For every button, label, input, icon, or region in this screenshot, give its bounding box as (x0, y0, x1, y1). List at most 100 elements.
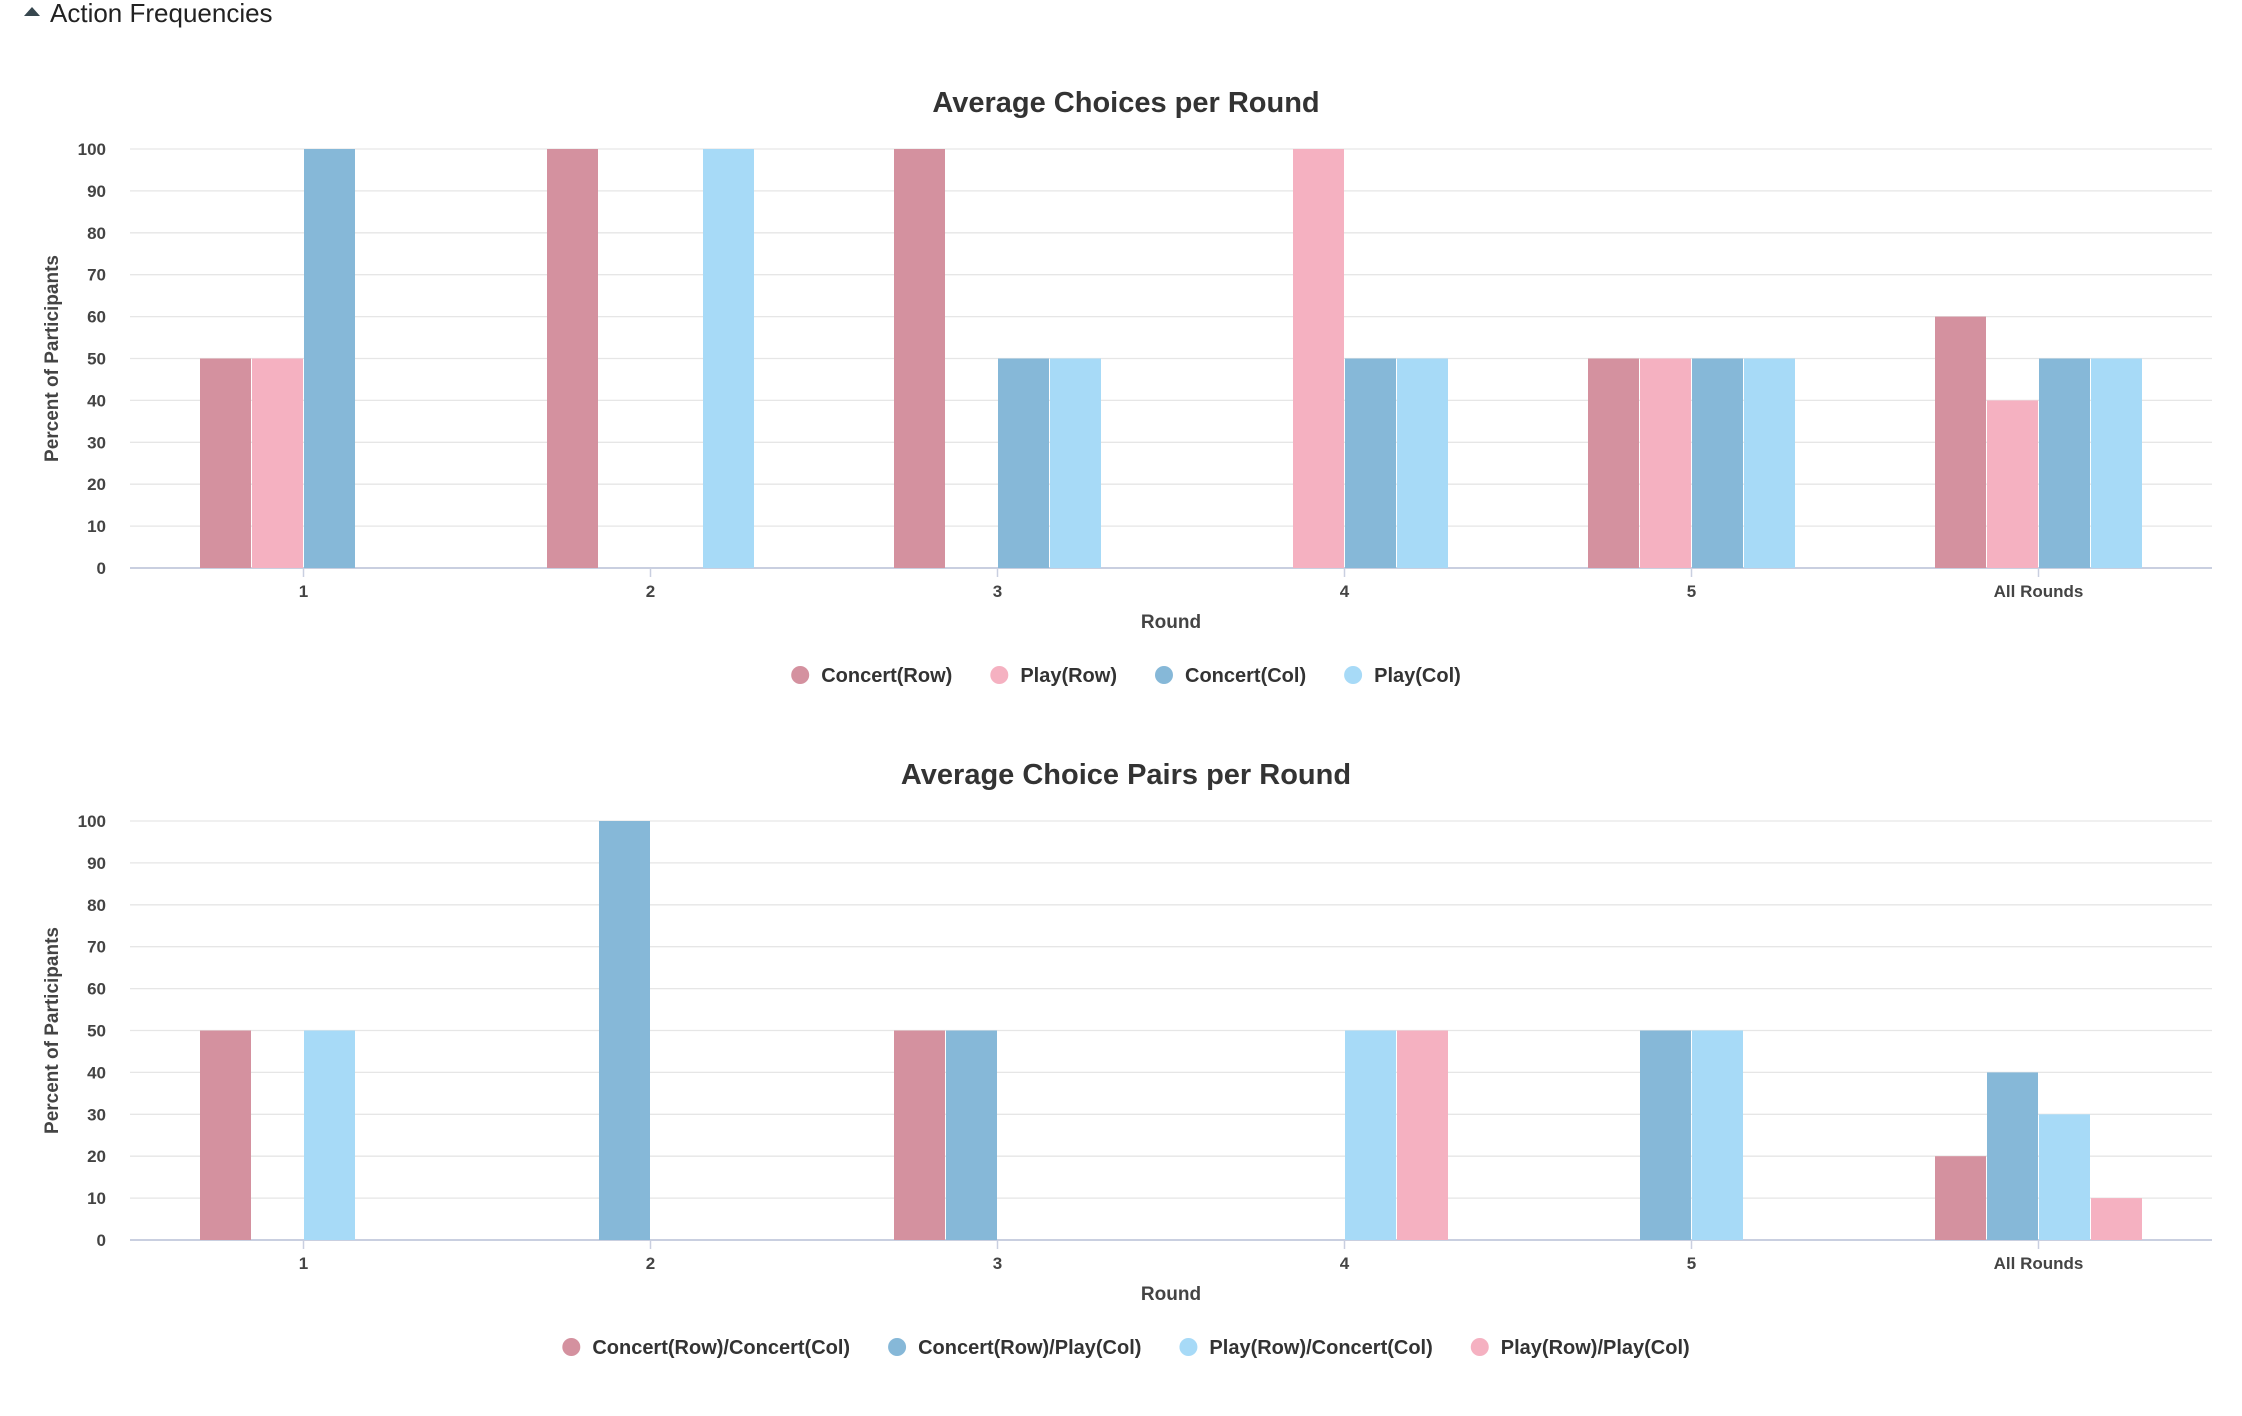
y-tick-label: 100 (78, 812, 106, 831)
bar (1345, 1030, 1396, 1240)
y-tick-label: 70 (87, 266, 106, 285)
legend-item: Play(Row)/Concert(Col) (1179, 1337, 1433, 1359)
x-tick-label: 3 (993, 582, 1002, 601)
y-tick-label: 20 (87, 475, 106, 494)
legend: Concert(Row)/Concert(Col) Concert(Row)/Pl… (562, 1337, 1690, 1359)
legend-label: Concert(Row)/Play(Col) (918, 1337, 1141, 1359)
y-tick-label: 90 (87, 182, 106, 201)
legend-item: Play(Col) (1344, 665, 1461, 687)
caret-up-icon[interactable] (24, 6, 40, 16)
chart-svg-0: Average Choices per Round 0 10 20 30 40 50 60 70… (42, 87, 2212, 687)
x-tick-label: 5 (1687, 1254, 1696, 1273)
bar (1640, 358, 1691, 568)
choice-pairs-chart: Average Choice Pairs per Round 0 10 20 30 40 5… (0, 736, 2242, 1416)
bar (1744, 358, 1795, 568)
bar (200, 358, 251, 568)
legend-marker (1344, 666, 1363, 684)
legend-label: Play(Row)/Play(Col) (1501, 1337, 1690, 1359)
legend-label: Play(Col) (1374, 665, 1461, 687)
bar (998, 358, 1049, 568)
bar (2091, 1198, 2142, 1240)
y-tick-label: 20 (87, 1147, 106, 1166)
legend-label: Play(Row) (1020, 665, 1117, 687)
legend-item: Play(Row)/Play(Col) (1470, 1337, 1690, 1359)
x-axis-title: Round (1141, 1284, 1201, 1305)
y-tick-label: 30 (87, 433, 106, 452)
x-tick-label: 3 (993, 1254, 1002, 1273)
x-tick-label: 4 (1340, 582, 1350, 601)
y-tick-label: 50 (87, 1022, 106, 1041)
y-tick-label: 30 (87, 1105, 106, 1124)
x-tick-label: 1 (299, 1254, 308, 1273)
bar (2039, 358, 2090, 568)
bar (894, 149, 945, 568)
legend-label: Concert(Row)/Concert(Col) (592, 1337, 850, 1359)
y-tick-label: 0 (97, 1231, 106, 1250)
bar (1397, 358, 1448, 568)
legend-label: Concert(Row) (821, 665, 952, 687)
bar (703, 149, 754, 568)
bar (946, 1030, 997, 1240)
chart-title: Average Choice Pairs per Round (901, 759, 1351, 791)
y-tick-label: 40 (87, 391, 106, 410)
legend-label: Play(Row)/Concert(Col) (1209, 1337, 1432, 1359)
y-tick-label: 80 (87, 896, 106, 915)
section-title: Action Frequencies (50, 0, 273, 28)
legend-marker (562, 1338, 581, 1356)
y-tick-label: 40 (87, 1063, 106, 1082)
y-tick-label: 50 (87, 350, 106, 369)
y-tick-label: 0 (97, 559, 106, 578)
bar (1293, 149, 1344, 568)
x-axis-title: Round (1141, 612, 1201, 633)
y-tick-label: 60 (87, 980, 106, 999)
legend-marker (1470, 1338, 1489, 1356)
bar (894, 1030, 945, 1240)
section-toggle[interactable]: Action Frequencies (24, 0, 273, 28)
y-tick-label: 10 (87, 1189, 106, 1208)
bar (304, 149, 355, 568)
bar (1987, 400, 2038, 568)
bar (1935, 316, 1986, 568)
bar (1987, 1072, 2038, 1240)
legend-item: Play(Row) (990, 665, 1117, 687)
y-tick-label: 100 (78, 140, 106, 159)
bar (2091, 358, 2142, 568)
y-tick-label: 70 (87, 938, 106, 957)
legend-marker (791, 666, 810, 684)
x-tick-label: 2 (646, 1254, 655, 1273)
chart-svg-1: Average Choice Pairs per Round 0 10 20 30 40 5… (42, 759, 2212, 1359)
bar (200, 1030, 251, 1240)
y-tick-label: 60 (87, 308, 106, 327)
bar (2039, 1114, 2090, 1240)
y-axis-title: Percent of Participants (42, 255, 63, 462)
bar (1397, 1030, 1448, 1240)
y-tick-label: 10 (87, 517, 106, 536)
chart-title: Average Choices per Round (932, 87, 1319, 119)
bar (1050, 358, 1101, 568)
legend-marker (1179, 1338, 1198, 1356)
bar (1640, 1030, 1691, 1240)
y-tick-label: 80 (87, 224, 106, 243)
x-tick-label: 2 (646, 582, 655, 601)
legend: Concert(Row) Play(Row) Concert(Col) Play(Co… (791, 665, 1461, 687)
legend-item: Concert(Col) (1155, 665, 1306, 687)
bar (304, 1030, 355, 1240)
bar (547, 149, 598, 568)
legend-item: Concert(Row)/Concert(Col) (562, 1337, 850, 1359)
choices-chart: Average Choices per Round 0 10 20 30 40 50 60 70… (0, 64, 2242, 744)
bar (252, 358, 303, 568)
x-tick-label: 4 (1340, 1254, 1350, 1273)
bar (599, 821, 650, 1240)
legend-marker (1155, 666, 1173, 684)
legend-label: Concert(Col) (1185, 665, 1306, 687)
legend-marker (888, 1338, 907, 1356)
legend-item: Concert(Row) (791, 665, 952, 687)
legend-item: Concert(Row)/Play(Col) (888, 1337, 1141, 1359)
y-axis-title: Percent of Participants (42, 927, 63, 1134)
x-tick-label: All Rounds (1994, 582, 2084, 601)
bar (1692, 358, 1743, 568)
bar (1692, 1030, 1743, 1240)
x-tick-label: All Rounds (1994, 1254, 2084, 1273)
bar (1345, 358, 1396, 568)
y-tick-label: 90 (87, 854, 106, 873)
